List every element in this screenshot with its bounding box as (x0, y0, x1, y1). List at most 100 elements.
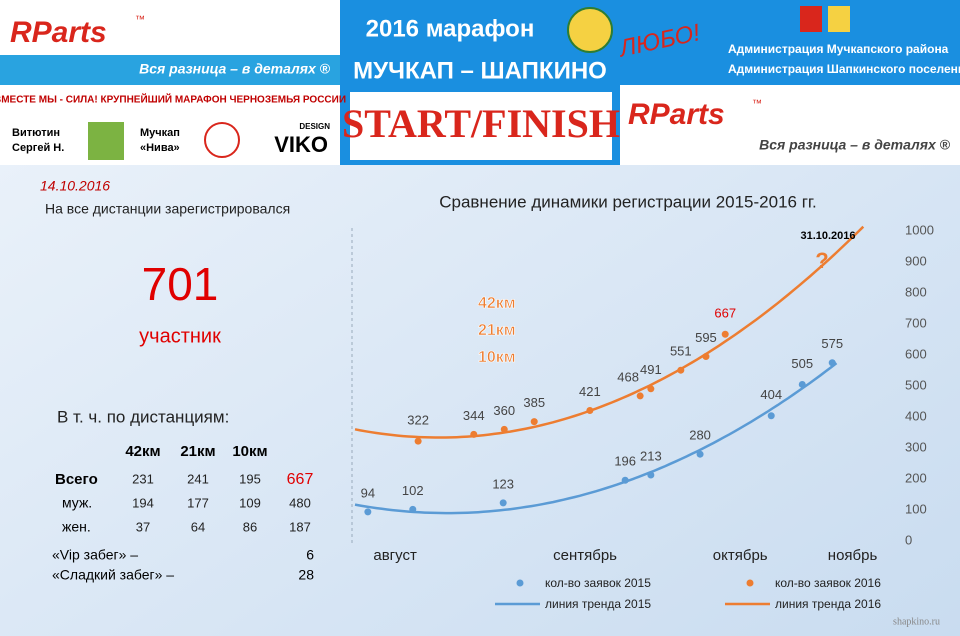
banner: ВМЕСТЕ МЫ - СИЛА! КРУПНЕЙШИЙ МАРАФОН ЧЕР… (0, 93, 346, 106)
data-label: 102 (402, 483, 424, 498)
total: 701 (142, 258, 219, 310)
point (798, 380, 806, 388)
sponsor-strip (0, 85, 340, 165)
data-label: 385 (523, 395, 545, 410)
annotation: ? (815, 248, 828, 273)
logo: RParts (10, 16, 107, 49)
header-right (620, 0, 960, 85)
logo-mark: ™ (135, 15, 145, 26)
point (586, 406, 594, 414)
data-label: 344 (463, 408, 485, 423)
column-header: 10км (232, 443, 267, 460)
logo: RParts (628, 98, 725, 131)
point (677, 366, 685, 374)
date: 14.10.2016 (40, 178, 110, 194)
legend-label: кол-во заявок 2016 (775, 576, 881, 590)
sponsor-logo (88, 122, 124, 160)
trend-line (354, 362, 838, 515)
data-label: 468 (617, 369, 639, 384)
slogan: Вся разница – в деталях ® (759, 137, 951, 153)
point (500, 425, 508, 433)
start-box (350, 92, 612, 160)
cell: 480 (289, 495, 311, 510)
y-tick-label: 0 (905, 532, 912, 547)
emblem (567, 7, 613, 53)
y-tick-label: 600 (905, 346, 927, 361)
title-line1: 2016 марафон (366, 15, 535, 42)
data-label: 505 (791, 356, 813, 371)
slogan: Вся разница – в деталях ® (139, 61, 331, 77)
y-tick-label: 200 (905, 470, 927, 485)
column-header: 21км (180, 443, 215, 460)
legend-marker (746, 579, 754, 587)
x-tick-label: октябрь (713, 547, 768, 564)
y-tick-label: 500 (905, 377, 927, 392)
point (828, 359, 836, 367)
extra-label: «Сладкий забег» – (52, 567, 174, 583)
data-label: 196 (614, 454, 636, 469)
data-label: 94 (361, 485, 375, 500)
y-tick-label: 1000 (905, 222, 934, 237)
emblem (828, 6, 850, 32)
cell: 667 (287, 471, 314, 488)
logo-box (0, 0, 340, 55)
data-label: 667 (714, 306, 736, 321)
distance-label: 42км (478, 295, 516, 312)
cell: 86 (243, 519, 257, 534)
point (409, 505, 417, 513)
point (621, 476, 629, 484)
data-label: 404 (760, 387, 782, 402)
row-label: Всего (55, 471, 98, 488)
chart-title: Сравнение динамики регистрации 2015-2016… (439, 192, 817, 211)
annotation: 31.10.2016 (800, 230, 855, 242)
data-label: 595 (695, 330, 717, 345)
data-label: 575 (821, 336, 843, 351)
sponsor-logo (204, 122, 240, 158)
source: shapkino.ru (893, 616, 940, 627)
point (414, 437, 422, 445)
point (470, 430, 478, 438)
point (364, 508, 372, 516)
y-tick-label: 700 (905, 315, 927, 330)
start-finish: START/FINISH (342, 101, 620, 146)
legend-label: кол-во заявок 2015 (545, 576, 651, 590)
admin: Администрация Мучкапского района (728, 42, 949, 56)
data-label: 280 (689, 428, 711, 443)
extra-label: «Vip забег» – (52, 547, 138, 563)
cell: 37 (136, 519, 150, 534)
logo-box-right (620, 85, 960, 165)
data-label: 322 (407, 413, 429, 428)
extra-value: 6 (306, 547, 314, 563)
legend-label: линия тренда 2015 (545, 597, 651, 611)
data-label: 551 (670, 344, 692, 359)
logo-mark: ™ (752, 99, 762, 110)
point (647, 471, 655, 479)
data-label: 123 (492, 476, 514, 491)
y-tick-label: 100 (905, 501, 927, 516)
cell: 64 (191, 519, 205, 534)
cell: 195 (239, 471, 261, 486)
cell: 241 (187, 471, 209, 486)
y-tick-label: 800 (905, 284, 927, 299)
y-tick-label: 300 (905, 439, 927, 454)
point (647, 385, 655, 393)
point (702, 353, 710, 361)
stats-table: 42км 21км 10км Всего 231 241 195 667 муж. 194 177 1… (52, 443, 314, 583)
column-header: 42км (125, 443, 160, 460)
cell: 177 (187, 495, 209, 510)
cell: 109 (239, 495, 261, 510)
legend-marker (516, 579, 524, 587)
sponsor: Мучкап (140, 127, 180, 139)
chart: Сравнение динамики регистрации 2015-2016… (351, 192, 940, 627)
distance-label: 21км (478, 322, 516, 339)
x-tick-label: ноябрь (828, 547, 878, 564)
admin: Администрация Шапкинского поселения (728, 62, 960, 76)
point (530, 418, 538, 426)
distance-label: 10км (478, 349, 516, 366)
point (767, 412, 775, 420)
sponsor: Витютин (12, 127, 60, 139)
x-tick-label: сентябрь (553, 547, 617, 564)
point (721, 330, 729, 338)
row-label: муж. (62, 495, 92, 511)
